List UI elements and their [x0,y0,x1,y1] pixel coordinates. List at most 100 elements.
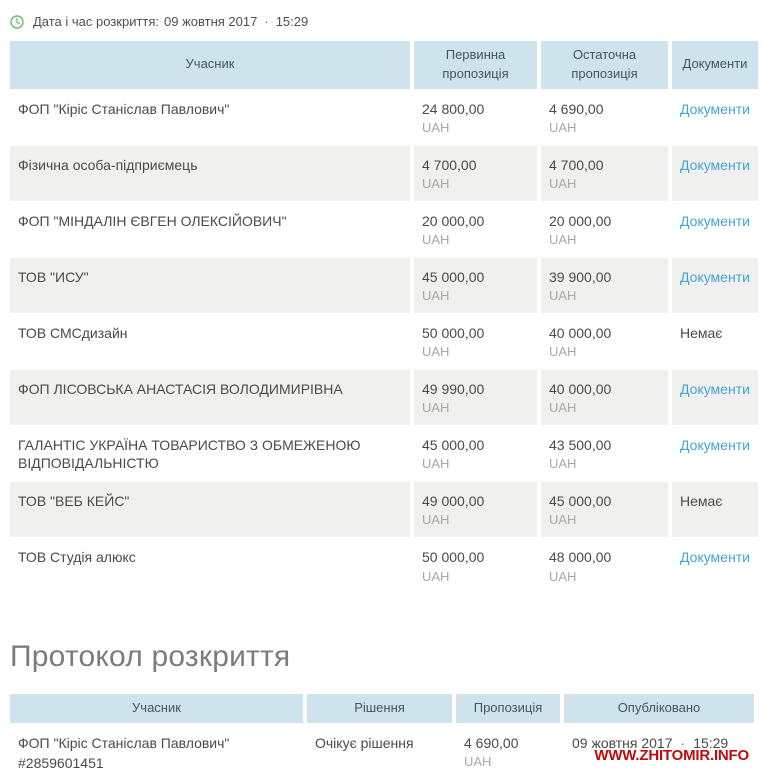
initial-bid-amount: 50 000,00 [422,325,485,341]
final-bid-cell: 43 500,00 UAH [541,426,668,482]
final-bid-amount: 4 700,00 [549,156,604,173]
documents-cell: Документи [672,89,758,145]
bids-table-row: ТОВ СМСдизайн 50 000,00 UAH 40 000,00 UAH Нем… [10,314,758,370]
currency-label: UAH [549,232,577,248]
currency-label: UAH [464,754,492,770]
participant-name: ТОВ "ИСУ" [10,257,410,313]
disclosure-time: 15:29 [275,14,309,29]
clock-icon [10,14,24,29]
initial-bid-cell: 4 700,00 UAH [414,145,537,201]
documents-cell: Документи [672,426,758,482]
participant-name: ГАЛАНТІС УКРАЇНА ТОВАРИСТВО З ОБМЕЖЕНОЮ … [10,426,410,482]
initial-bid-cell: 45 000,00 UAH [414,426,537,482]
currency-label: UAH [549,119,577,135]
documents-link[interactable]: Документи [680,549,750,566]
documents-link[interactable]: Документи [680,100,750,117]
documents-cell: Документи [672,538,758,594]
bids-table-row: Фізична особа-підприємець 4 700,00 UAH 4 70… [10,145,758,201]
bids-column-header-1: Первинна пропозиція [414,41,537,89]
bids-column-header-3: Документи [672,41,758,89]
currency-label: UAH [549,400,577,416]
documents-link[interactable]: Документи [680,381,750,398]
initial-bid-amount: 4 700,00 [422,156,477,173]
currency-label: UAH [422,400,450,416]
currency-label: UAH [422,568,450,584]
initial-bid-cell: 20 000,00 UAH [414,201,537,257]
initial-bid-amount: 24 800,00 [422,100,485,117]
initial-bid-cell: 50 000,00 UAH [414,538,537,594]
initial-bid-amount: 49 990,00 [422,381,485,398]
final-bid-amount: 43 500,00 [549,437,612,454]
published-time: 15:29 [693,735,729,752]
final-bid-amount: 4 690,00 [549,100,604,117]
currency-label: UAH [422,175,450,191]
protocol-column-header-0: Учасник [10,694,303,724]
bids-column-header-2: Остаточна пропозиція [541,41,668,89]
participant-name: ФОП "Кіріс Станіслав Павлович" [10,89,410,145]
currency-label: UAH [549,568,577,584]
initial-bid-cell: 45 000,00 UAH [414,257,537,313]
watermark-zhitomir-info: WWW.ZHITOMIR.INFO [594,747,749,764]
final-bid-amount: 48 000,00 [549,549,612,566]
protocol-participant-cell: ФОП "Кіріс Станіслав Павлович" #285960145… [10,724,303,781]
final-bid-amount: 40 000,00 [549,381,612,398]
currency-label: UAH [422,288,450,304]
currency-label: UAH [422,232,450,248]
documents-link[interactable]: Документи [680,212,750,229]
separator-dot: · [680,735,686,752]
currency-label: UAH [549,175,577,191]
participant-name: ТОВ СМСдизайн [10,314,410,370]
initial-bid-amount: 45 000,00 [422,268,485,285]
initial-bid-amount: 45 000,00 [422,437,485,454]
bids-table: Учасник Первинна пропозиція Остаточна проп… [6,40,762,594]
protocol-column-header-1: Рішення [307,694,452,724]
participant-name: ФОП "Кіріс Станіслав Павлович" [18,735,230,752]
protocol-section-title: Протокол розкриття [10,640,291,674]
initial-bid-amount: 49 000,00 [422,493,485,510]
final-bid-amount: 45 000,00 [549,493,612,510]
bids-table-row: ФОП ЛІСОВСЬКА АНАСТАСІЯ ВОЛОДИМИРІВНА 49 … [10,370,758,426]
proposal-cell: 4 690,00 UAH [456,724,560,781]
currency-label: UAH [422,119,450,135]
final-bid-cell: 48 000,00 UAH [541,538,668,594]
currency-label: UAH [422,344,450,360]
protocol-table-header: Учасник Рішення Пропозиція Опубліковано [10,694,754,724]
currency-label: UAH [549,344,577,360]
initial-bid-cell: 24 800,00 UAH [414,89,537,145]
final-bid-cell: 40 000,00 UAH [541,370,668,426]
participant-name: Фізична особа-підприємець [10,145,410,201]
documents-none-label: Немає [680,325,723,341]
final-bid-cell: 40 000,00 UAH [541,314,668,370]
documents-link[interactable]: Документи [680,268,750,285]
documents-cell: Документи [672,257,758,313]
participant-code: #2859601451 [18,755,104,772]
bids-table-row: ГАЛАНТІС УКРАЇНА ТОВАРИСТВО З ОБМЕЖЕНОЮ … [10,426,758,482]
separator-dot: · [264,14,269,29]
final-bid-cell: 4 700,00 UAH [541,145,668,201]
protocol-table: Учасник Рішення Пропозиція Опубліковано ФОП… [6,693,758,781]
participant-name: ТОВ Студія алюкс [10,538,410,594]
documents-link[interactable]: Документи [680,437,750,454]
published-date: 09 жовтня 2017 [572,735,673,752]
participant-name: ФОП "МІНДАЛІН ЄВГЕН ОЛЕКСІЙОВИЧ" [10,201,410,257]
currency-label: UAH [549,512,577,528]
protocol-column-header-3: Опубліковано [564,694,754,724]
protocol-column-header-2: Пропозиція [456,694,560,724]
documents-none-label: Немає [680,493,723,510]
final-bid-cell: 45 000,00 UAH [541,482,668,538]
initial-bid-amount: 20 000,00 [422,212,485,229]
final-bid-cell: 39 900,00 UAH [541,257,668,313]
documents-link[interactable]: Документи [680,156,750,173]
bids-table-row: ТОВ "ИСУ" 45 000,00 UAH 39 900,00 UAH Докумен… [10,257,758,313]
decision-cell: Очікує рішення [307,724,452,781]
disclosure-date: 09 жовтня 2017 [164,14,258,29]
participant-name: ФОП ЛІСОВСЬКА АНАСТАСІЯ ВОЛОДИМИРІВНА [10,370,410,426]
documents-cell: Немає [672,314,758,370]
bids-table-row: ФОП "МІНДАЛІН ЄВГЕН ОЛЕКСІЙОВИЧ" 20 000,0… [10,201,758,257]
bids-table-header: Учасник Первинна пропозиція Остаточна проп… [10,41,758,89]
bids-table-row: ТОВ Студія алюкс 50 000,00 UAH 48 000,00 UAH… [10,538,758,594]
bids-table-row: ТОВ "ВЕБ КЕЙС" 49 000,00 UAH 45 000,00 UAH Не… [10,482,758,538]
initial-bid-cell: 49 000,00 UAH [414,482,537,538]
currency-label: UAH [422,512,450,528]
initial-bid-amount: 50 000,00 [422,549,485,566]
